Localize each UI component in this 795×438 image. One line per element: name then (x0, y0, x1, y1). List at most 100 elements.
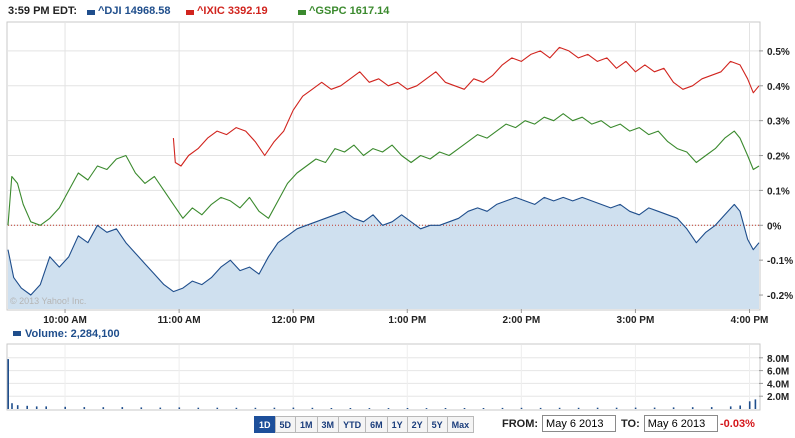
legend-item-ixic[interactable]: ^IXIC 3392.19 (186, 5, 268, 17)
range-button-1y[interactable]: 1Y (386, 416, 408, 433)
legend-label-ixic: ^IXIC 3392.19 (197, 5, 268, 17)
percent-change: -0.03% (720, 418, 755, 430)
dji-line (7, 196, 760, 296)
volume-bar (387, 408, 390, 409)
y-tick-label: 0.4% (767, 82, 790, 93)
volume-bar (729, 406, 732, 409)
legend-swatch-dji (87, 10, 95, 15)
volume-bar (235, 407, 238, 409)
volume-bar (754, 399, 757, 409)
chart-header (0, 0, 795, 20)
legend-item-gspc[interactable]: ^GSPC 1617.14 (298, 5, 390, 17)
volume-bar (558, 407, 561, 409)
volume-header (0, 326, 795, 343)
gspc-line (7, 113, 760, 226)
volume-bar (159, 407, 162, 409)
volume-bar (121, 407, 124, 409)
volume-bar (482, 408, 485, 409)
volume-bar (539, 407, 542, 409)
to-date-input[interactable] (643, 415, 718, 432)
time-label: 3:59 PM EDT: (8, 5, 77, 17)
volume-bar (292, 407, 295, 409)
volume-bar (11, 403, 13, 409)
legend-label-dji: ^DJI 14968.58 (98, 5, 170, 17)
x-tick-label: 10:00 AM (43, 315, 87, 326)
volume-bar (16, 405, 19, 409)
volume-bar (45, 406, 47, 409)
x-tick-label: 1:00 PM (388, 315, 426, 326)
volume-bar (634, 407, 637, 409)
volume-bar (349, 408, 352, 409)
from-group: FROM: (502, 415, 617, 432)
volume-bar (102, 407, 105, 409)
volume-bar (748, 401, 751, 409)
copyright-text: © 2013 Yahoo! Inc. (10, 296, 86, 306)
volume-tick-label: 2.0M (767, 392, 789, 403)
volume-bar (273, 407, 276, 409)
volume-axis-ticks: 8.0M 6.0M4.0M 2.0M (759, 354, 789, 403)
main-plot-frame (6, 21, 761, 311)
range-button-ytd[interactable]: YTD (338, 416, 367, 433)
main-series-layer (7, 46, 760, 309)
volume-bar (83, 407, 86, 409)
volume-bar (197, 407, 200, 409)
x-tick-label: 11:00 AM (158, 315, 201, 326)
volume-bar (653, 407, 656, 409)
volume-plot-frame (6, 343, 761, 411)
range-button-5y[interactable]: 5Y (426, 416, 448, 433)
volume-bar (7, 359, 9, 409)
range-button-6m[interactable]: 6M (365, 416, 388, 433)
volume-bar (672, 407, 675, 409)
volume-bar (368, 408, 371, 409)
range-button-1d[interactable]: 1D (254, 416, 276, 433)
volume-tick-label: 6.0M (767, 367, 789, 378)
range-button-5d[interactable]: 5D (274, 416, 297, 433)
volume-bar (35, 406, 38, 409)
volume-bar (691, 407, 694, 409)
volume-bar (615, 407, 618, 409)
range-selector: 1D 5D 1M 3M YTD 6M 1Y 2Y 5Y Max (254, 416, 475, 433)
volume-bar (520, 407, 523, 409)
from-date-input[interactable] (542, 415, 617, 432)
x-tick-label: 4:00 PM (731, 315, 769, 326)
y-tick-label: -0.2% (767, 291, 793, 302)
volume-bar (216, 407, 219, 409)
y-tick-label: -0.1% (767, 256, 793, 267)
dji-area (8, 197, 759, 309)
volume-bars (7, 359, 757, 409)
to-label: TO: (621, 417, 640, 430)
volume-label: Volume: 2,284,100 (25, 328, 120, 340)
volume-bar (311, 407, 314, 409)
y-tick-label: 0% (767, 221, 782, 232)
legend-label-gspc: ^GSPC 1617.14 (309, 5, 390, 17)
range-button-2y[interactable]: 2Y (406, 416, 428, 433)
y-axis-ticks: 0.5% 0.4% 0.3% 0.2% 0.1% 0% -0.1% -0.2% (759, 47, 793, 302)
ixic-line (172, 46, 760, 167)
x-tick-label: 2:00 PM (502, 315, 540, 326)
volume-bar (254, 407, 257, 409)
legend-swatch-ixic (186, 10, 194, 15)
y-tick-label: 0.2% (767, 152, 790, 163)
volume-bar (26, 405, 28, 409)
volume-bar (425, 408, 428, 409)
legend-item-dji[interactable]: ^DJI 14968.58 (87, 5, 170, 17)
volume-tick-label: 4.0M (767, 379, 789, 390)
volume-grid (8, 345, 759, 409)
range-button-3m[interactable]: 3M (316, 416, 340, 433)
volume-bar (710, 407, 713, 409)
volume-bar (596, 407, 599, 409)
to-group: TO: (621, 415, 718, 432)
x-axis-ticks: 10:00 AM 11:00 AM 12:00 PM 1:00 PM 2:00 PM 3:… (43, 309, 768, 326)
from-label: FROM: (502, 417, 539, 430)
volume-bar (140, 407, 143, 409)
volume-bar (463, 408, 466, 409)
volume-bar (739, 405, 741, 409)
volume-tick-label: 8.0M (767, 354, 789, 365)
range-button-1m[interactable]: 1M (295, 416, 318, 433)
volume-bar (406, 408, 409, 409)
range-button-max[interactable]: Max (446, 416, 475, 433)
y-tick-label: 0.5% (767, 47, 790, 58)
volume-swatch (13, 331, 21, 336)
volume-bar (64, 406, 66, 409)
